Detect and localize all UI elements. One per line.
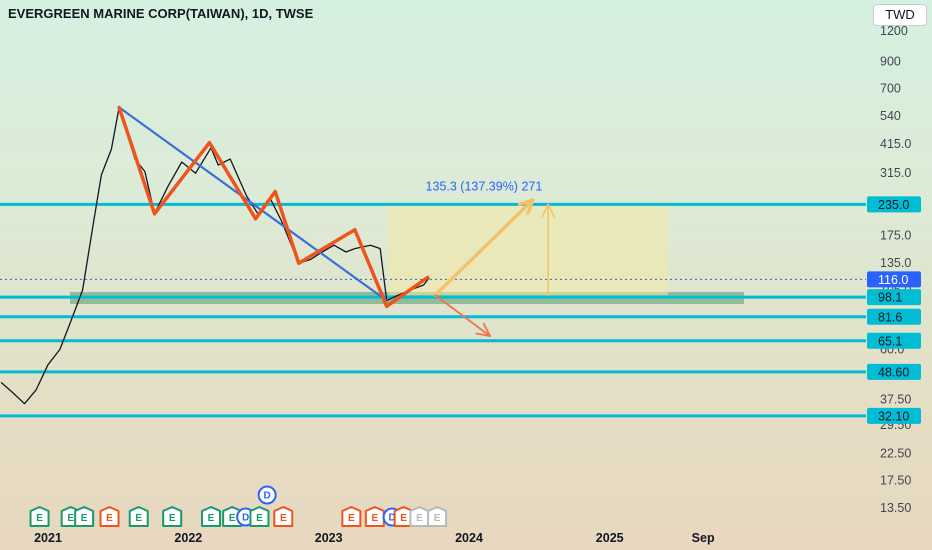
event-label: E	[348, 513, 355, 524]
level-label: 81.6	[878, 310, 902, 324]
x-tick-label: 2022	[174, 531, 202, 545]
event-label: D	[264, 491, 271, 502]
event-label: E	[416, 513, 423, 524]
earnings-marker[interactable]: E	[74, 506, 95, 527]
earnings-marker[interactable]: E	[409, 506, 430, 527]
level-label-box	[867, 332, 921, 349]
earnings-marker[interactable]: E	[273, 506, 294, 527]
level-label-box	[867, 289, 921, 306]
y-tick-label: 175.0	[880, 229, 911, 243]
y-tick-label: 540	[880, 109, 901, 123]
projection-down-arrow[interactable]	[434, 294, 492, 338]
x-tick-label: 2021	[34, 531, 62, 545]
level-label: 48.60	[878, 365, 909, 379]
level-label-box	[867, 196, 921, 213]
y-tick-label: 315.0	[880, 166, 911, 180]
projection-up-arrow-head	[517, 198, 535, 215]
projection-measure-arrow-head	[541, 203, 556, 218]
earnings-marker[interactable]: E	[427, 506, 448, 527]
level-label: 65.1	[878, 334, 902, 348]
level-label: 32.10	[878, 409, 909, 423]
current-price-label: 116.0	[878, 273, 908, 287]
event-label: D	[388, 513, 395, 524]
event-label: E	[36, 513, 43, 524]
level-label: 235.0	[878, 198, 909, 212]
event-label: E	[135, 513, 142, 524]
trendline[interactable]	[118, 106, 388, 302]
earnings-marker[interactable]: E	[341, 506, 362, 527]
event-label: E	[371, 513, 378, 524]
earnings-marker[interactable]: E	[99, 506, 120, 527]
y-tick-label: 1200	[880, 24, 908, 38]
level-label: 98.1	[878, 291, 902, 305]
y-tick-label: 900	[880, 55, 901, 69]
current-price-box	[867, 271, 921, 288]
y-tick-label: 135.0	[880, 256, 911, 270]
y-tick-label: 13.50	[880, 501, 911, 515]
event-label: E	[280, 513, 287, 524]
event-label: E	[81, 513, 88, 524]
y-tick-label: 700	[880, 81, 901, 95]
earnings-marker[interactable]: E	[364, 506, 385, 527]
level-label-box	[867, 363, 921, 380]
event-label: D	[242, 513, 249, 524]
earnings-marker[interactable]: E	[162, 506, 183, 527]
earnings-marker[interactable]: E	[29, 506, 50, 527]
x-tick-label: Sep	[692, 531, 715, 545]
dividend-marker[interactable]: D	[257, 485, 277, 505]
y-tick-label: 22.50	[880, 447, 911, 461]
event-label: E	[67, 513, 74, 524]
projection-up-arrow[interactable]	[433, 198, 535, 297]
event-label: E	[208, 513, 215, 524]
earnings-marker[interactable]: E	[128, 506, 149, 527]
projection-label: 135.3 (137.39%) 271	[426, 179, 543, 193]
price-line[interactable]	[0, 106, 430, 405]
y-tick-label: 37.50	[880, 392, 911, 406]
x-tick-label: 2024	[455, 531, 483, 545]
zigzag-line[interactable]	[117, 105, 430, 309]
event-label: E	[256, 513, 263, 524]
currency-button[interactable]: TWD	[873, 4, 927, 26]
event-label: E	[169, 513, 176, 524]
event-label: E	[434, 513, 441, 524]
earnings-marker[interactable]: E	[201, 506, 222, 527]
event-label: E	[106, 513, 113, 524]
earnings-marker[interactable]: E	[249, 506, 270, 527]
projection-box	[388, 204, 668, 296]
projection-down-arrow-head	[475, 322, 492, 338]
x-tick-label: 2023	[315, 531, 343, 545]
event-label: E	[229, 513, 236, 524]
chart-title: EVERGREEN MARINE CORP(TAIWAN), 1D, TWSE	[8, 6, 314, 21]
y-tick-label: 415.0	[880, 137, 911, 151]
event-label: E	[400, 513, 407, 524]
level-label-box	[867, 407, 921, 424]
level-label-box	[867, 308, 921, 325]
y-tick-label: 17.50	[880, 473, 911, 487]
x-tick-label: 2025	[596, 531, 624, 545]
